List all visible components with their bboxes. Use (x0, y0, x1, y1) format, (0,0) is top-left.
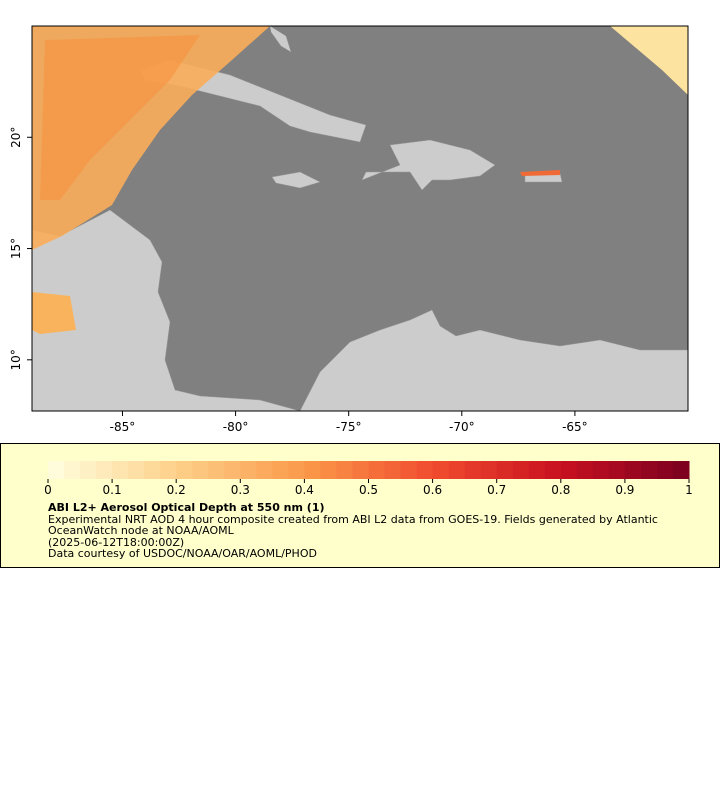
colorbar-bin (272, 461, 289, 479)
colorbar-bin (288, 461, 305, 479)
colorbar-bin (576, 461, 594, 479)
colorbar-tick-label: 0.1 (103, 483, 122, 497)
y-tick-label: 10° (9, 349, 23, 370)
colorbar-bin (640, 461, 658, 479)
colorbar-bin (224, 461, 241, 479)
colorbar: 0 0.1 0.2 0.3 0.4 0.5 0.6 0.7 0.8 0.9 1 (44, 461, 693, 497)
y-tick-label: 20° (9, 127, 23, 148)
colorbar-bin (304, 461, 321, 479)
colorbar-bin (592, 461, 610, 479)
colorbar-bin (544, 461, 562, 479)
map: -85° -80° -75° -70° -65° 10° 15° 20° (9, 25, 689, 434)
colorbar-bin (416, 461, 434, 479)
map-frame (31, 25, 689, 412)
colorbar-tick-label: 0.3 (231, 483, 250, 497)
colorbar-bin (480, 461, 498, 479)
colorbar-bin (608, 461, 626, 479)
colorbar-bin (192, 461, 209, 479)
colorbar-bin (160, 461, 177, 479)
colorbar-tick-label: 0.5 (359, 483, 378, 497)
colorbar-tick-label: 0.8 (551, 483, 570, 497)
colorbar-bin (656, 461, 674, 479)
colorbar-bin (48, 461, 65, 479)
x-tick-label: -75° (336, 420, 362, 434)
x-tick-label: -65° (562, 420, 588, 434)
colorbar-bin (128, 461, 145, 479)
colorbar-bin (384, 461, 402, 479)
x-tick-label: -70° (449, 420, 475, 434)
colorbar-bin (80, 461, 97, 479)
x-tick-label: -80° (223, 420, 249, 434)
colorbar-bin (512, 461, 530, 479)
x-tick-label: -85° (110, 420, 136, 434)
legend-description: Experimental NRT AOD 4 hour composite cr… (48, 513, 658, 537)
colorbar-tick-label: 0.2 (167, 483, 186, 497)
colorbar-bin (256, 461, 273, 479)
colorbar-bin (496, 461, 514, 479)
colorbar-bin (624, 461, 642, 479)
colorbar-bin (240, 461, 257, 479)
colorbar-tick-label: 0.7 (487, 483, 506, 497)
colorbar-tick-label: 0.6 (423, 483, 442, 497)
colorbar-bin (448, 461, 466, 479)
colorbar-tick-label: 0.4 (295, 483, 314, 497)
colorbar-tick-label: 1 (685, 483, 693, 497)
colorbar-bin (96, 461, 113, 479)
colorbar-bin (464, 461, 482, 479)
colorbar-bin (672, 461, 690, 479)
colorbar-bin (176, 461, 193, 479)
y-tick-label: 15° (9, 238, 23, 259)
legend-credit: Data courtesy of USDOC/NOAA/OAR/AOML/PHO… (48, 547, 317, 560)
colorbar-bin (64, 461, 81, 479)
colorbar-bin (560, 461, 578, 479)
colorbar-bin (336, 461, 353, 479)
colorbar-bin (352, 461, 369, 479)
legend-time: (2025-06-12T18:00:00Z) (48, 536, 185, 549)
colorbar-bin (400, 461, 418, 479)
colorbar-bin (528, 461, 546, 479)
colorbar-tick-label: 0 (44, 483, 52, 497)
legend: 0 0.1 0.2 0.3 0.4 0.5 0.6 0.7 0.8 0.9 1 ABI L2+ Ae… (0, 443, 720, 568)
legend-title: ABI L2+ Aerosol Optical Depth at 550 nm … (48, 501, 325, 514)
colorbar-bin (320, 461, 337, 479)
colorbar-bin (368, 461, 386, 479)
colorbar-bin (208, 461, 225, 479)
colorbar-tick-label: 0.9 (615, 483, 634, 497)
colorbar-bin (112, 461, 129, 479)
colorbar-bin (144, 461, 161, 479)
colorbar-bin (432, 461, 450, 479)
aerosol (32, 26, 688, 334)
